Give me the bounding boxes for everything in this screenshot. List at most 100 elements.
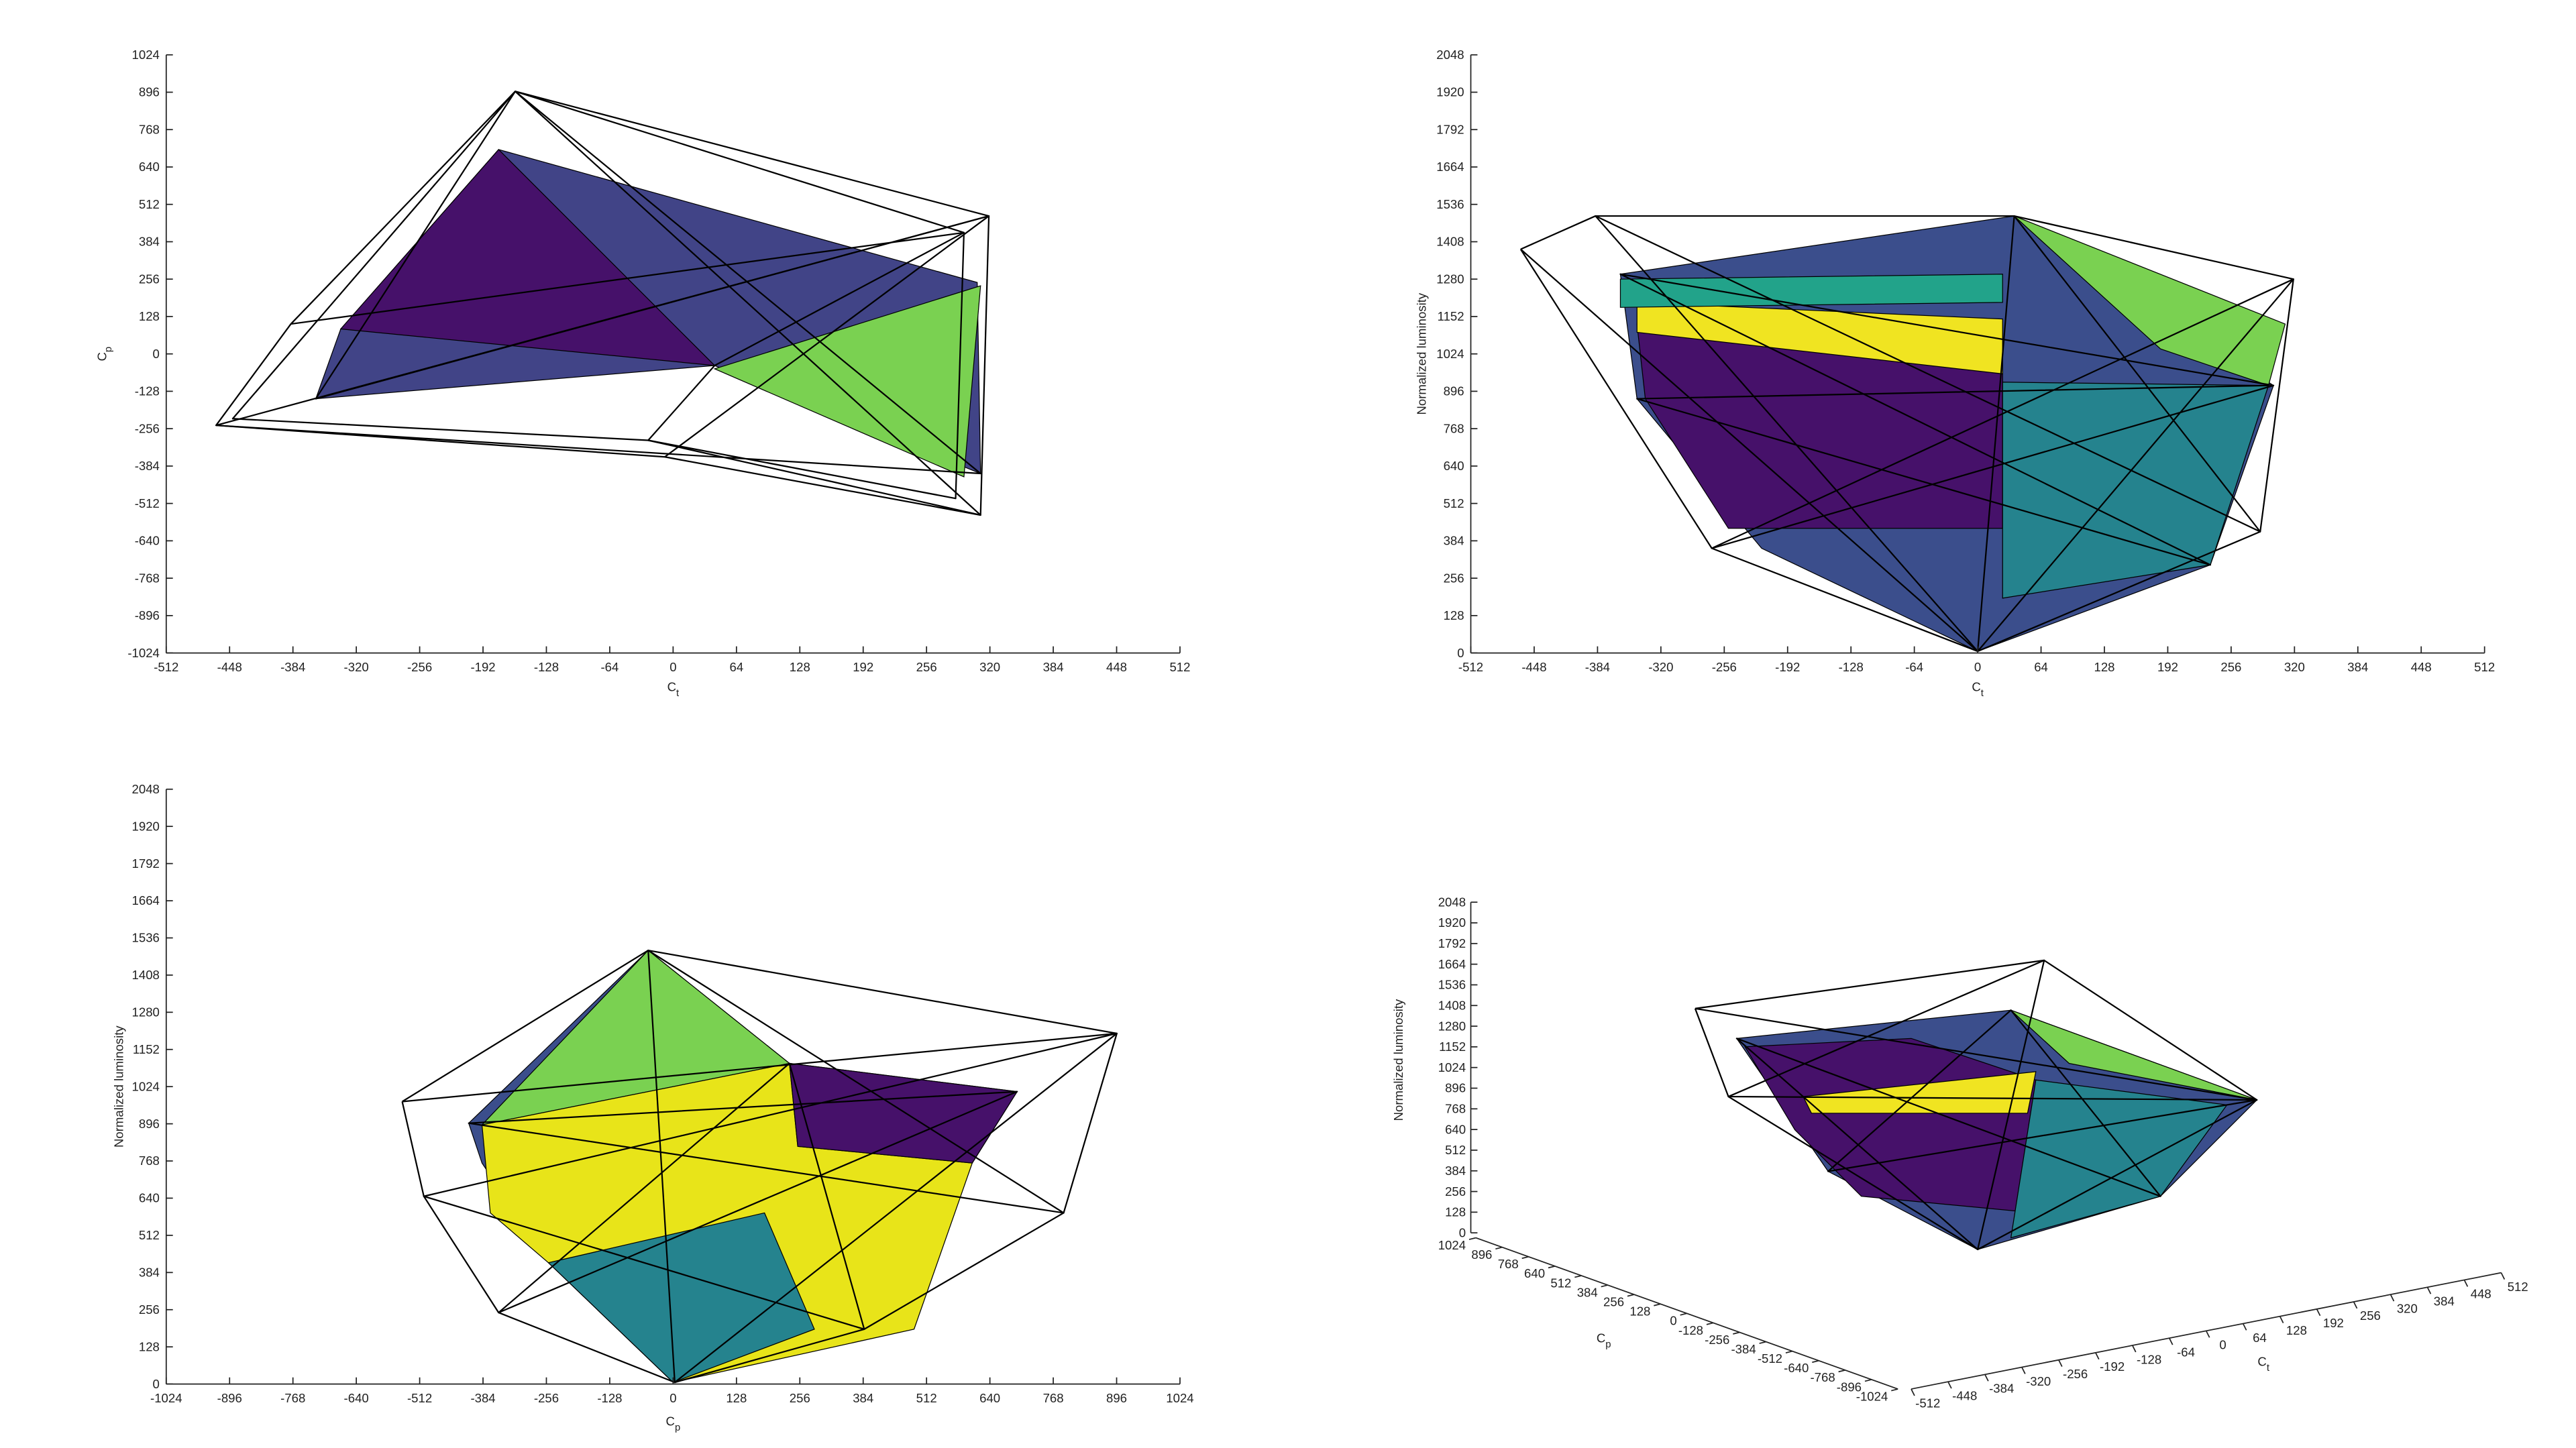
y-tick [1891,1388,1898,1392]
x-tick-label: -64 [601,660,619,674]
face [713,285,981,478]
x-tick-label: -256 [1712,660,1737,674]
x-tick-label: -320 [1648,660,1673,674]
y-tick-label: 896 [139,85,160,99]
x-tick [2021,1367,2026,1374]
wireframe [1695,959,2258,1251]
y-tick-label: 2048 [132,782,160,796]
x-tick [2132,1345,2137,1353]
y-tick-label: 512 [1444,496,1464,510]
y-tick-label: 128 [1629,1304,1650,1319]
x-tick-label: 128 [726,1391,747,1405]
z-tick-label: 768 [1445,1102,1466,1116]
y-tick-label: 1024 [132,48,160,62]
x-tick [1984,1374,1989,1382]
x-tick-label: -448 [217,660,242,674]
x-tick-label: 64 [729,660,743,674]
y-tick [1706,1322,1714,1325]
x-tick-label: -448 [1521,660,1546,674]
x-tick-label: -896 [217,1391,242,1405]
y-tick-label: 1152 [133,1042,160,1056]
y-tick-label: -128 [1678,1323,1703,1337]
y-axis-label: Cp [95,347,114,361]
y-tick-label: 1408 [132,968,160,982]
y-tick-label: 512 [139,197,160,211]
y-tick-label: 128 [139,309,160,323]
x-tick-label: -384 [1989,1382,2014,1396]
y-tick-label: 1920 [132,819,160,833]
z-tick-label: 1280 [1438,1019,1466,1033]
y-tick-label: 1536 [1436,197,1464,211]
face [789,1062,1018,1164]
x-tick [2168,1337,2174,1345]
face [2010,1009,2257,1101]
x-tick-label: -384 [470,1391,495,1405]
z-tick-label: 1024 [1438,1060,1466,1074]
y-tick-label: 0 [1670,1314,1676,1328]
x-tick-label: 320 [2284,660,2305,674]
x-tick-label: 256 [2220,660,2241,674]
y-axis-label: Normalized luminosity [1415,292,1429,414]
x-tick-label: 64 [2034,660,2048,674]
z-tick-label: 512 [1445,1143,1466,1157]
x-tick-label: 0 [1974,660,1981,674]
y-tick-label: 0 [1457,646,1464,660]
x-tick-label: 512 [916,1391,937,1405]
x-tick-label: -128 [2137,1352,2161,1366]
y-tick-label: 1536 [132,931,160,945]
wireframe [402,949,1118,1384]
x-axis-label: Ct [667,680,680,699]
x-tick-label: -128 [597,1391,622,1405]
x-tick [2500,1272,2506,1280]
x-tick-label: 192 [853,660,873,674]
y-tick-label: 0 [153,347,160,361]
y-tick-label: 640 [139,160,160,174]
x-tick [2316,1308,2321,1317]
x-tick [1947,1381,1952,1389]
y-tick-label: 1920 [1436,85,1464,99]
label-text: C [1972,680,1980,694]
y-tick-label: 768 [139,1154,160,1168]
z-tick-label: 640 [1445,1122,1466,1136]
label-subscript: p [1605,1339,1611,1350]
label-text: C [95,352,109,361]
y-tick-label: 1792 [1436,122,1464,136]
y-tick-label: 1024 [132,1079,160,1093]
x-axis-label: Ct [1972,680,1984,699]
x-tick-label: -192 [1775,660,1800,674]
y-tick-label: 2048 [1436,48,1464,62]
y-tick-label: -640 [1784,1361,1809,1375]
x-tick-label: 256 [916,660,937,674]
label-subscript: p [675,1423,680,1433]
z-tick-label: 256 [1445,1184,1466,1199]
x-tick-label: -512 [154,660,178,674]
y-tick-label: 384 [1444,534,1464,548]
y-tick-label: -384 [135,459,160,473]
z-tick-label: 896 [1445,1081,1466,1095]
y-tick-label: -1024 [127,646,160,660]
z-tick-label: 128 [1445,1205,1466,1219]
x-tick-label: 128 [2094,660,2114,674]
y-tick [1759,1341,1766,1344]
wireframe [1519,215,2294,653]
label-text: C [1597,1331,1605,1345]
x-tick-label: 128 [2286,1323,2307,1337]
y-tick-label: 128 [1444,608,1464,622]
y-tick-label: 896 [1471,1247,1492,1262]
x-tick-label: 448 [2471,1287,2491,1301]
wireframe [290,91,989,516]
y-tick [1521,1256,1529,1260]
y-tick-label: -768 [1810,1370,1835,1384]
y-tick-label: 1152 [1438,309,1464,323]
y-tick-label: -128 [135,384,160,398]
y-tick-label: 256 [139,1302,160,1317]
x-tick-label: -320 [2026,1374,2051,1388]
x-tick-label: -512 [1458,660,1483,674]
y-tick-label: 1792 [132,856,160,871]
x-tick [2426,1286,2432,1294]
x-tick-label: -640 [344,1391,369,1405]
x-tick-label: -256 [407,660,432,674]
y-axis-label: Cp [1597,1331,1611,1350]
